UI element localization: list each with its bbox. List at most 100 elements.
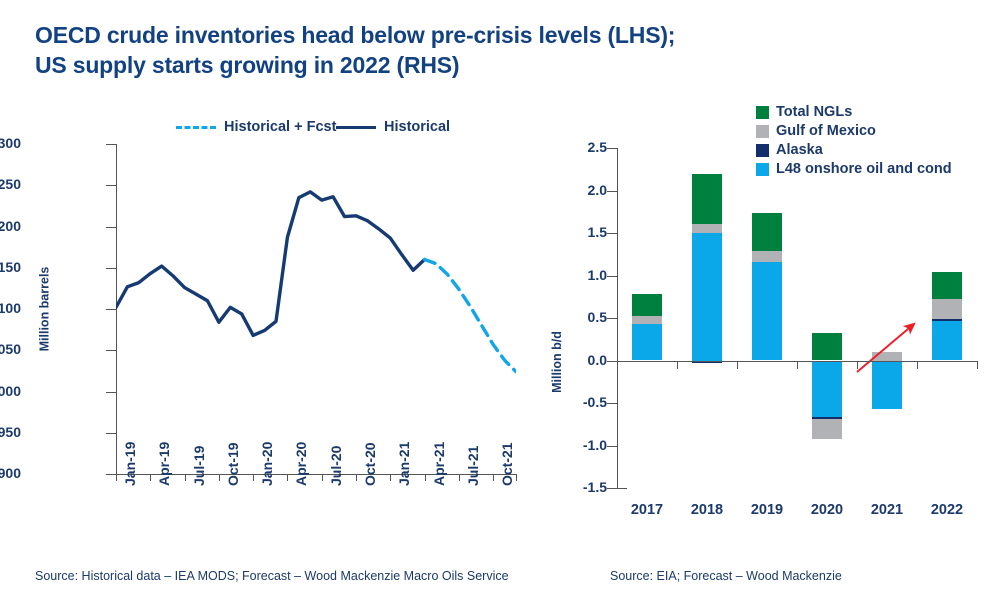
right-y-tick-label: 2.5 xyxy=(587,139,607,155)
right-y-tick xyxy=(607,233,617,234)
right-y-tick-label: 2.0 xyxy=(587,181,607,198)
left-x-tick xyxy=(184,474,186,481)
legend-item-l48-onshore: L48 onshore oil and cond xyxy=(756,161,952,177)
legend-item-total-ngls: Total NGLs xyxy=(756,104,952,120)
left-y-tick-label: 1,150 xyxy=(0,258,21,275)
left-x-tick xyxy=(424,474,426,481)
right-y-tick-label: -1.0 xyxy=(582,436,607,453)
left-chart-svg xyxy=(114,190,518,374)
bar-segment xyxy=(692,360,722,364)
right-y-tick xyxy=(607,360,617,362)
right-x-tick xyxy=(617,360,618,369)
legend-label-historical: Historical xyxy=(384,119,451,135)
left-x-tick xyxy=(253,474,255,481)
right-x-category-label: 2017 xyxy=(630,502,664,518)
bar-segment xyxy=(632,316,662,324)
right-x-tick xyxy=(977,360,978,369)
bar-segment xyxy=(872,360,902,409)
source-note-left: Source: Historical data – IEA MODS; Fore… xyxy=(35,569,509,583)
left-x-tick xyxy=(516,474,517,481)
bar-segment xyxy=(632,323,662,361)
right-y-tick-label: 1.0 xyxy=(587,266,607,283)
legend-label-alaska: Alaska xyxy=(776,142,823,158)
left-y-tick xyxy=(106,226,116,228)
bar-segment xyxy=(692,223,722,233)
right-chart-y-axis-line xyxy=(617,148,618,488)
left-x-tick xyxy=(218,474,220,481)
left-y-tick xyxy=(106,144,116,145)
left-y-tick-label: 1,200 xyxy=(0,217,21,234)
left-chart-plot-area xyxy=(114,144,518,474)
right-y-tick-label: -0.5 xyxy=(582,394,607,410)
source-note-right: Source: EIA; Forecast – Wood Mackenzie xyxy=(610,569,842,583)
bar-segment xyxy=(812,333,842,361)
right-y-tick xyxy=(607,488,617,489)
bar-segment xyxy=(812,419,842,439)
left-y-tick xyxy=(106,350,116,352)
left-x-tick xyxy=(116,474,117,481)
green-swatch-icon xyxy=(756,105,769,119)
left-y-tick-label: 1,250 xyxy=(0,176,21,193)
right-x-category-label: 2021 xyxy=(870,502,904,518)
left-y-tick xyxy=(106,474,116,475)
left-x-tick xyxy=(493,474,495,481)
left-chart-series-historical-fcst xyxy=(422,257,518,374)
legend-label-total-ngls: Total NGLs xyxy=(776,104,853,120)
bar-segment xyxy=(932,272,962,300)
right-x-category-label: 2020 xyxy=(810,502,844,518)
bar-segment xyxy=(812,416,842,420)
left-x-tick xyxy=(390,474,392,481)
page-title: OECD crude inventories head below pre-cr… xyxy=(35,20,935,81)
legend-item-alaska: Alaska xyxy=(756,142,952,158)
right-x-tick xyxy=(917,360,918,369)
right-y-tick-label: 1.5 xyxy=(587,224,607,240)
left-y-tick xyxy=(106,267,116,269)
left-x-tick xyxy=(458,474,460,481)
left-x-tick xyxy=(356,474,357,481)
right-chart-zero-line xyxy=(617,360,977,362)
dashed-line-swatch-icon xyxy=(176,125,216,129)
legend-label-gulf-of-mexico: Gulf of Mexico xyxy=(776,123,876,139)
page-title-line-1: OECD crude inventories head below pre-cr… xyxy=(35,22,676,48)
left-y-tick-label: 1,050 xyxy=(0,341,21,358)
left-y-tick xyxy=(106,391,116,393)
left-y-tick-label: 1,100 xyxy=(0,300,21,316)
bar-segment xyxy=(752,212,782,251)
us-supply-growth-chart: Total NGLs Gulf of Mexico Alaska L48 ons… xyxy=(540,100,990,540)
left-y-tick-label: 900 xyxy=(0,465,21,481)
legend-item-gulf-of-mexico: Gulf of Mexico xyxy=(756,123,952,139)
right-y-tick xyxy=(607,318,617,319)
right-y-tick xyxy=(607,190,617,192)
bar-segment xyxy=(692,233,722,361)
left-x-tick xyxy=(150,474,152,481)
right-y-tick-label: 0.0 xyxy=(587,351,607,368)
left-chart-x-axis-line xyxy=(116,474,516,475)
right-x-tick xyxy=(677,360,678,369)
navy-swatch-icon xyxy=(756,143,769,157)
page-title-line-2: US supply starts growing in 2022 (RHS) xyxy=(35,52,460,79)
left-y-tick xyxy=(106,185,116,187)
left-y-tick-label: 1,000 xyxy=(0,382,21,399)
right-chart-y-axis-title: Million b/d xyxy=(549,331,564,393)
left-x-tick xyxy=(321,474,323,481)
legend-item-historical-fcst: Historical + Fcst xyxy=(176,119,336,135)
right-x-category-label: 2022 xyxy=(930,502,964,518)
cyan-swatch-icon xyxy=(756,162,769,176)
right-chart-legend: Total NGLs Gulf of Mexico Alaska L48 ons… xyxy=(756,104,952,180)
left-chart-series-historical xyxy=(114,190,427,338)
left-chart-legend: Historical + Fcst Historical xyxy=(28,112,528,140)
bar-segment xyxy=(932,321,962,361)
oecd-crude-inventories-chart: Historical + Fcst Historical Million bar… xyxy=(0,112,528,542)
left-x-tick xyxy=(287,474,289,481)
legend-label-historical-fcst: Historical + Fcst xyxy=(224,119,337,135)
bar-segment xyxy=(752,261,782,361)
gray-swatch-icon xyxy=(756,124,769,138)
right-x-tick xyxy=(797,360,798,369)
left-chart-y-axis-title: Million barrels xyxy=(37,266,52,352)
right-x-tick xyxy=(737,360,738,369)
left-y-tick xyxy=(106,432,116,434)
right-y-tick-label: 0.5 xyxy=(587,309,607,325)
bar-segment xyxy=(752,250,782,262)
bar-segment xyxy=(932,299,962,319)
bar-segment xyxy=(872,352,902,361)
